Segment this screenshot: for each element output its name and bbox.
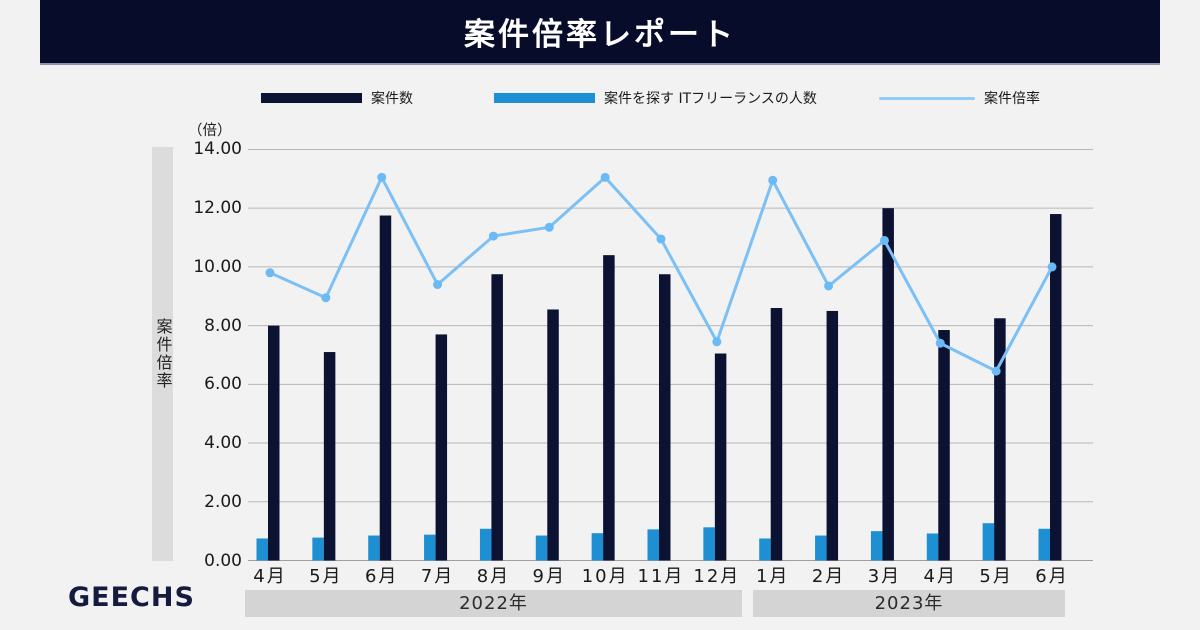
legend-label: 案件を探す ITフリーランスの人数 [604,91,817,107]
freelancer-count-bar [479,528,492,561]
ratio-point [824,281,834,291]
case-count-bar [379,215,392,561]
x-axis-month-label: 6月 [1035,566,1069,587]
case-count-bar [547,309,559,561]
x-axis-month-label: 6月 [364,566,399,587]
legend-item-freelancers: 案件を探す ITフリーランスの人数 [494,88,817,108]
ratio-point [768,175,778,185]
y-axis-tick-label: 10.00 [193,256,242,277]
freelancer-count-bar [647,529,659,561]
freelancer-count-bar [256,538,268,561]
legend-label: 案件倍率 [984,91,1040,107]
y-axis-tick-label: 6.00 [204,374,242,395]
freelancer-count-bar [870,531,883,561]
ratio-point [879,235,889,245]
case-count-bar [658,274,671,561]
x-axis-month-label: 10月 [581,566,629,587]
y-axis-tick-label: 0.00 [204,550,242,571]
freelancer-count-bar [982,523,995,561]
x-axis-month-label: 7月 [420,566,455,587]
y-axis-tick-label: 4.00 [204,433,242,454]
geechs-logo: GEECHS [68,582,195,613]
ratio-point [488,231,498,241]
ratio-point [712,337,722,347]
case-count-bar [826,310,839,561]
case-count-swatch-icon [261,93,362,103]
x-axis-month-label: 11月 [637,566,685,587]
legend-item-case-count: 案件数 [261,88,413,108]
x-axis-month-label: 5月 [309,566,343,587]
x-axis-month-label: 3月 [867,566,902,587]
case-count-bar [714,353,727,561]
x-axis-month-label: 12月 [693,566,741,587]
freelancer-count-bar [703,527,715,561]
freelancer-count-bar [535,535,548,561]
freelancer-swatch-icon [494,93,595,103]
freelancer-count-bar [591,533,604,561]
case-count-bar [435,334,448,561]
x-axis-month-label: 9月 [532,566,566,587]
freelancer-count-bar [1038,528,1050,561]
x-axis-month-label: 2月 [811,566,846,587]
freelancer-count-bar [926,533,939,561]
ratio-point [433,280,443,290]
freelancer-count-bar [368,535,380,561]
y-axis-tick-label: 8.00 [204,315,242,336]
report-header: 案件倍率レポート [40,0,1160,65]
y-axis-title: 案件倍率 [153,318,173,390]
y-axis-title-band: 案件倍率 [152,147,173,561]
y-axis-unit-label: （倍） [188,123,232,139]
legend-item-ratio: 案件倍率 [879,88,1040,108]
legend-label: 案件数 [371,91,413,107]
case-count-bar [994,318,1006,561]
ratio-point [321,293,331,303]
y-axis-tick-label: 12.00 [193,198,242,219]
y-axis-tick-label: 2.00 [204,491,242,512]
ratio-point [935,338,945,348]
freelancer-count-bar [424,534,436,561]
x-axis-month-label: 1月 [755,566,790,587]
ratio-point [265,268,275,278]
case-count-bar [882,208,894,561]
x-axis-month-label: 5月 [979,566,1013,587]
y-axis-tick-label: 14.00 [193,139,242,160]
ratio-point [1047,262,1057,272]
case-count-bar [491,274,503,561]
page-title: 案件倍率レポート [464,17,736,53]
case-count-bar [268,325,280,561]
x-axis-month-label: 4月 [923,566,957,587]
year-band-label: 2022年 [245,590,742,617]
ratio-line-swatch-icon [879,96,975,100]
freelancer-count-bar [815,535,827,561]
ratio-point [377,172,387,182]
ratio-point [544,222,554,232]
freelancer-count-bar [759,538,771,561]
case-count-bar [770,308,783,561]
x-axis-month-label: 4月 [253,566,287,587]
case-count-bar [1049,214,1062,561]
ratio-point [600,172,610,182]
case-count-bar [323,352,336,561]
case-count-bar [938,330,950,561]
ratio-point [991,366,1001,376]
case-count-bar [603,255,615,561]
year-band-label: 2023年 [753,590,1065,617]
freelancer-count-bar [312,537,324,561]
x-axis-month-label: 8月 [476,566,511,587]
ratio-point [656,234,666,244]
